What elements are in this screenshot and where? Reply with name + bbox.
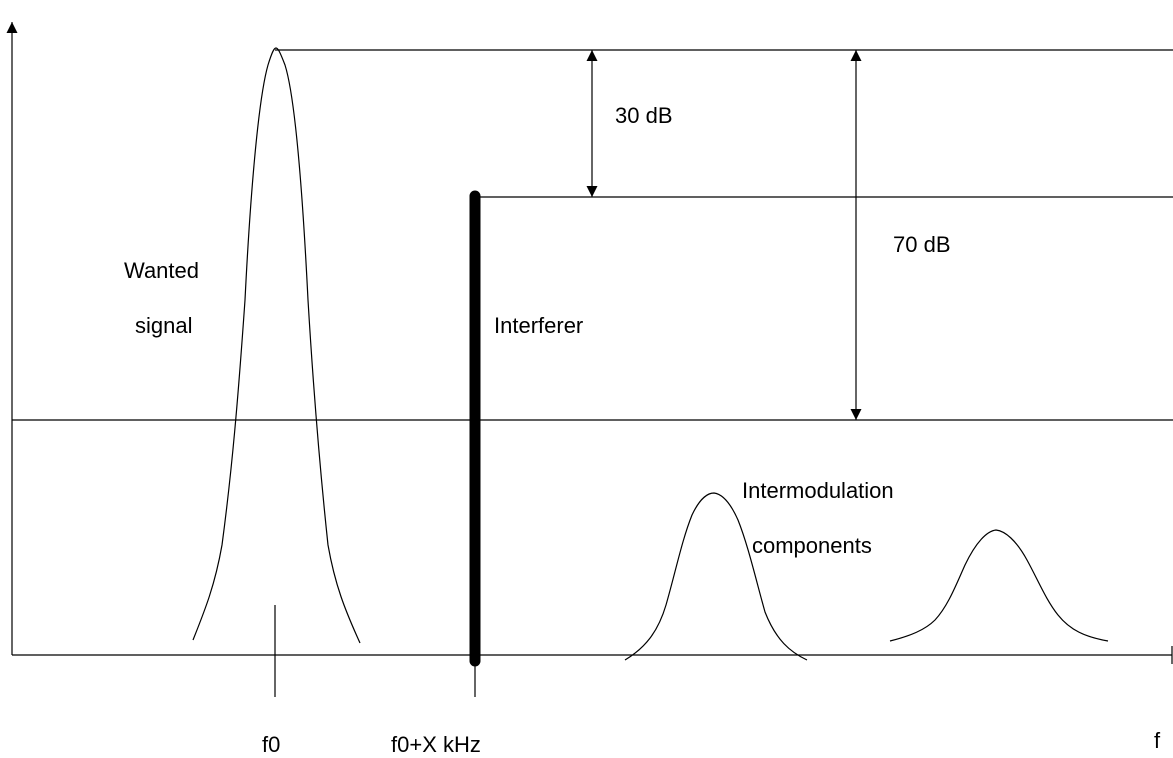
intermod-component-1	[624, 492, 808, 661]
frequency-axis-label: f	[1154, 728, 1161, 753]
wanted-signal-label-line2: signal	[135, 313, 192, 338]
f0-axis-label: f0	[262, 732, 280, 757]
label-70db: 70 dB	[893, 232, 951, 257]
intermod-component-2	[889, 529, 1109, 642]
f0x-axis-label: f0+X kHz	[391, 732, 481, 757]
wanted-signal-label-line1: Wanted	[124, 258, 199, 283]
intermod-label-line2: components	[752, 533, 872, 558]
wanted-signal-curve	[192, 47, 361, 644]
interferer-label: Interferer	[494, 313, 583, 338]
label-30db: 30 dB	[615, 103, 673, 128]
intermod-label-line1: Intermodulation	[742, 478, 894, 503]
